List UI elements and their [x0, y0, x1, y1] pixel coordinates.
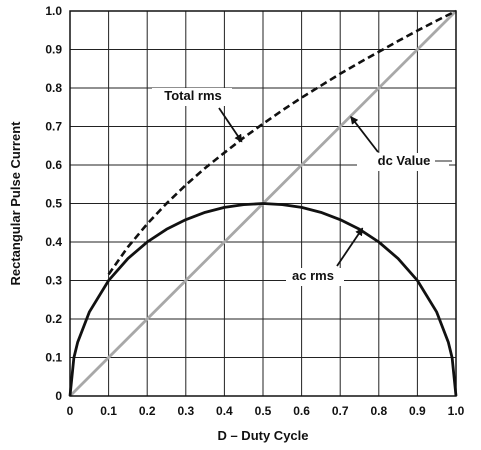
x-tick-label: 0.9	[409, 404, 426, 418]
x-tick-label: 0.7	[332, 404, 349, 418]
y-tick-label: 0.1	[45, 351, 62, 365]
annotation-arrow	[218, 107, 243, 143]
y-tick-label: 1.0	[45, 4, 62, 18]
x-tick-label: 0.6	[293, 404, 310, 418]
y-tick-label: 0.6	[45, 158, 62, 172]
x-tick-label: 0	[67, 404, 74, 418]
series-ac-rms-line	[68, 202, 458, 397]
series-layer	[68, 9, 458, 397]
x-tick-label: 0.3	[177, 404, 194, 418]
plot-border	[69, 10, 457, 397]
x-tick-label: 0.2	[139, 404, 156, 418]
y-tick-label: 0.4	[45, 235, 62, 249]
annotation-total-rms: Total rms	[164, 88, 222, 103]
y-tick-label: 0.9	[45, 43, 62, 57]
y-tick-label: 0.5	[45, 197, 62, 211]
annotation-background	[152, 88, 232, 106]
y-tick-label: 0	[55, 389, 62, 403]
annotation-background	[286, 268, 344, 286]
y-tick-label: 0.3	[45, 274, 62, 288]
y-tick-label: 0.7	[45, 120, 62, 134]
x-tick-label: 1.0	[448, 404, 465, 418]
y-tick-label: 0.2	[45, 312, 62, 326]
tick-labels: 0 0.1 0.2 0.3 0.4 0.5 0.6 0.7 0.8 0.9 1.0 0 0.1 0.2 0.…	[45, 4, 464, 418]
x-axis-label: D – Duty Cycle	[217, 428, 308, 443]
grid	[70, 11, 456, 396]
annotation-background	[357, 153, 449, 171]
x-tick-label: 0.1	[100, 404, 117, 418]
plot-frame	[69, 10, 457, 397]
series-total-rms-line	[107, 9, 457, 276]
annotation-dc-value: dc Value	[378, 153, 431, 168]
y-tick-label: 0.8	[45, 81, 62, 95]
x-tick-label: 0.8	[370, 404, 387, 418]
annotation-arrow	[336, 227, 364, 267]
y-axis-label: Rectangular Pulse Current	[8, 121, 23, 286]
x-tick-label: 0.4	[216, 404, 233, 418]
annotation-ac-rms: ac rms	[292, 268, 334, 283]
x-tick-label: 0.5	[255, 404, 272, 418]
annotation-arrow	[350, 116, 379, 153]
annotations: Total rms dc Value ac rms	[152, 88, 452, 286]
